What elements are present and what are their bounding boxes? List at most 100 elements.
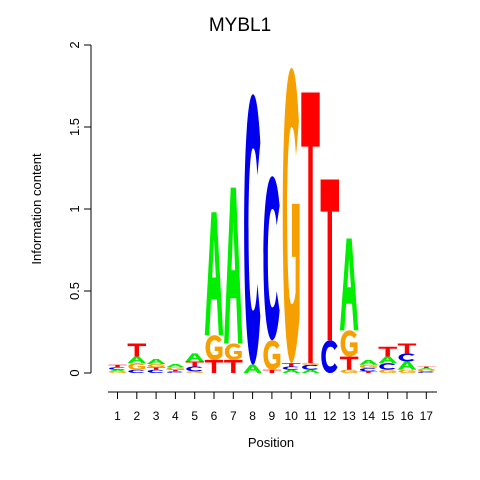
chart-title: MYBL1 <box>209 15 271 36</box>
logo-column-12 <box>320 179 339 373</box>
letter-c <box>302 364 319 370</box>
letter-c <box>263 176 280 341</box>
letter-a <box>397 361 417 370</box>
letter-t <box>282 363 301 367</box>
letter-c <box>321 340 338 373</box>
x-tick-label: 4 <box>172 409 179 423</box>
letter-t <box>397 343 417 354</box>
letter-c <box>379 363 396 370</box>
x-tick-label: 11 <box>304 409 317 423</box>
letter-t <box>301 92 320 364</box>
letter-c <box>417 371 435 373</box>
letter-t <box>378 346 397 357</box>
letter-g <box>398 369 416 373</box>
letter-a <box>301 369 320 373</box>
letter-g <box>282 67 300 364</box>
x-tick-label: 9 <box>269 409 276 423</box>
letter-t <box>359 371 378 373</box>
logo-stacks <box>108 67 436 373</box>
y-tick-label: 1 <box>67 205 82 212</box>
logo-column-16 <box>397 343 417 373</box>
letter-a <box>359 359 378 365</box>
letter-a <box>185 353 204 362</box>
letter-g <box>263 340 281 370</box>
x-tick-label: 8 <box>249 409 256 423</box>
letter-t <box>320 179 339 341</box>
letter-a <box>204 212 224 336</box>
letter-g <box>340 330 358 357</box>
y-tick-label: 0 <box>67 369 82 376</box>
letter-a <box>378 356 397 364</box>
letter-a <box>282 369 301 373</box>
letter-c <box>128 369 145 373</box>
x-tick-label: 2 <box>133 409 140 423</box>
letter-c <box>147 369 164 373</box>
letter-g <box>359 364 377 369</box>
y-tick-label: 2 <box>67 41 82 48</box>
letter-t <box>108 364 127 368</box>
letter-t <box>339 356 359 370</box>
x-tick-label: 13 <box>342 409 356 423</box>
letter-c <box>186 366 203 372</box>
logo-column-11 <box>301 92 320 373</box>
letter-a <box>146 359 166 364</box>
x-axis: 1 2 3 4 5 6 7 8 9 10 11 12 13 14 15 16 17 <box>108 391 437 423</box>
letter-c <box>282 366 299 370</box>
logo-column-9 <box>262 176 282 373</box>
y-tick-label: 1.5 <box>67 118 82 136</box>
x-ticks: 1 2 3 4 5 6 7 8 9 10 11 12 13 14 15 16 17 <box>114 392 433 423</box>
logo-column-15 <box>378 346 397 373</box>
letter-a <box>417 368 436 370</box>
letter-t <box>185 361 204 367</box>
y-axis-label: Information content <box>29 153 44 265</box>
y-tick-label: 0.5 <box>67 282 82 300</box>
letter-g <box>302 363 319 365</box>
letter-g <box>417 369 435 372</box>
logo-column-6 <box>204 212 224 373</box>
letter-g <box>166 367 184 370</box>
letter-t <box>146 367 166 370</box>
x-tick-label: 17 <box>420 409 434 423</box>
logo-column-4 <box>166 363 185 373</box>
logo-column-1 <box>108 364 127 373</box>
logo-column-3 <box>146 359 166 373</box>
x-axis-label: Position <box>248 435 294 450</box>
x-tick-label: 5 <box>191 409 198 423</box>
letter-t <box>262 369 282 373</box>
letter-a <box>166 363 185 368</box>
letter-g <box>224 343 242 360</box>
letter-t <box>204 359 224 373</box>
letter-g <box>379 369 397 373</box>
letter-t <box>417 366 436 369</box>
logo-column-5 <box>185 353 204 373</box>
letter-g <box>128 363 146 370</box>
logo-column-7 <box>224 187 243 373</box>
x-tick-label: 10 <box>285 409 299 423</box>
letter-a <box>339 238 359 331</box>
x-tick-label: 12 <box>323 409 337 423</box>
letter-g <box>205 335 223 360</box>
x-tick-label: 3 <box>153 409 160 423</box>
x-tick-label: 16 <box>400 409 414 423</box>
logo-column-14 <box>359 359 378 373</box>
letter-a <box>224 187 243 344</box>
letter-c <box>359 368 377 372</box>
y-ticks: 0 0.5 1 1.5 2 <box>67 41 91 377</box>
x-tick-label: 14 <box>362 409 376 423</box>
letter-t <box>224 359 243 373</box>
x-tick-label: 6 <box>211 409 218 423</box>
logo-column-2 <box>127 343 146 373</box>
letter-a <box>243 364 262 373</box>
letter-g <box>340 369 358 373</box>
logo-column-10 <box>282 67 301 373</box>
x-tick-label: 7 <box>230 409 237 423</box>
letter-g <box>186 371 204 373</box>
logo-column-17 <box>417 366 436 373</box>
letter-a <box>127 356 146 364</box>
letter-g <box>109 371 126 373</box>
letter-t <box>166 369 185 372</box>
letter-t <box>127 343 146 357</box>
letter-c <box>166 371 184 373</box>
x-tick-label: 1 <box>114 409 121 423</box>
